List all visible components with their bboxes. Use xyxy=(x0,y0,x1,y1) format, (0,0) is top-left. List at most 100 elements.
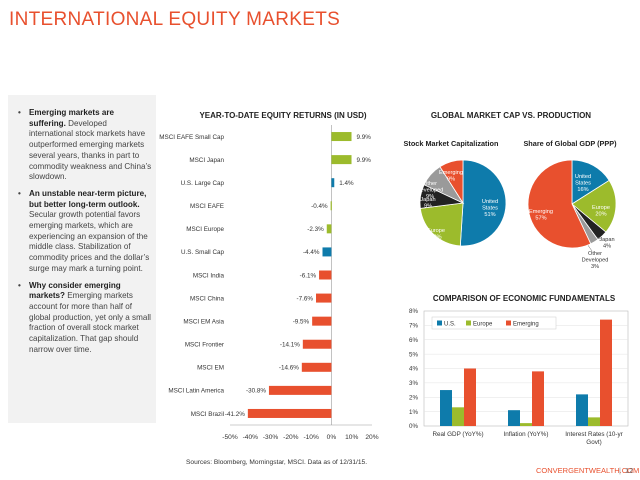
slice-name-label: States xyxy=(482,206,498,212)
data-label: -14.1% xyxy=(280,342,300,349)
legend-swatch xyxy=(506,320,511,326)
pie-slice xyxy=(571,179,617,233)
slice-name-label: Japan xyxy=(420,197,435,203)
bar xyxy=(268,385,332,395)
bullet-dot: • xyxy=(18,188,21,198)
bar xyxy=(319,270,332,280)
chart-title: YEAR-TO-DATE EQUITY RETURNS (IN USD) xyxy=(199,111,366,120)
category-label: Real GDP (YoY%) xyxy=(432,431,483,438)
slice-name-label: States xyxy=(575,181,591,187)
data-label: 9.9% xyxy=(357,134,372,141)
slice-value-label: 16% xyxy=(577,187,588,193)
bar xyxy=(452,407,464,426)
bar xyxy=(440,390,452,426)
slice-value-label: 22% xyxy=(430,235,441,241)
bullet-heading: Emerging markets are suffering. xyxy=(29,108,115,128)
category-label: MSCI Japan xyxy=(189,157,224,164)
pie-slice xyxy=(419,202,464,247)
category-label: MSCI India xyxy=(193,272,225,279)
bullet-item: • Emerging markets are suffering. Develo… xyxy=(18,108,152,183)
data-label: -0.4% xyxy=(311,203,328,210)
legend-label: Emerging xyxy=(513,322,539,328)
bar xyxy=(331,132,352,142)
pie-slice xyxy=(527,159,592,249)
x-tick-label: 20% xyxy=(365,434,378,441)
bullet-heading: An unstable near-term picture, but bette… xyxy=(29,188,147,209)
slice-name-label: United xyxy=(575,174,591,180)
slice-name-label: Europe xyxy=(427,228,445,234)
y-tick-label: 6% xyxy=(409,337,418,344)
x-tick-label: -30% xyxy=(263,434,279,441)
data-label: 1.4% xyxy=(339,180,354,187)
bar xyxy=(464,368,476,426)
data-label: -4.4% xyxy=(303,249,320,256)
slice-value-label: 9% xyxy=(447,177,455,183)
bar xyxy=(247,408,332,418)
category-label: MSCI EAFE Small Cap xyxy=(159,134,224,141)
sidebar-panel xyxy=(8,95,156,423)
bullet-text: Emerging markets account for more than h… xyxy=(29,291,151,354)
slice-value-label: 57% xyxy=(535,216,546,222)
data-label: -6.1% xyxy=(300,272,317,279)
category-label: MSCI EAFE xyxy=(190,203,224,210)
bullet-dot: • xyxy=(18,280,21,290)
slice-value-label: 9% xyxy=(424,204,432,210)
bar xyxy=(331,155,352,165)
category-label: MSCI Latin America xyxy=(168,388,224,395)
bar xyxy=(316,293,332,303)
slice-value-label: 51% xyxy=(484,212,495,218)
x-tick-label: -10% xyxy=(303,434,319,441)
legend-swatch xyxy=(466,320,471,326)
slice-name-label: Developed xyxy=(582,258,609,264)
x-tick-label: 10% xyxy=(345,434,358,441)
category-label: MSCI Brazil xyxy=(191,411,224,418)
legend-label: U.S. xyxy=(444,322,456,328)
category-label: U.S. Large Cap xyxy=(181,180,225,187)
bar xyxy=(326,224,332,234)
bullet-item: • An unstable near-term picture, but bet… xyxy=(18,189,152,275)
bar xyxy=(520,423,532,426)
bar xyxy=(532,371,544,426)
y-tick-label: 3% xyxy=(409,380,418,387)
bar xyxy=(322,247,332,257)
slice-name-label: Japan xyxy=(599,237,614,243)
y-tick-label: 8% xyxy=(409,308,418,315)
data-label: -30.8% xyxy=(246,388,266,395)
legend-swatch xyxy=(437,320,442,326)
category-label: MSCI Europe xyxy=(186,226,224,233)
bullet-dot: • xyxy=(18,108,21,117)
bullet-heading: Why consider emerging markets? xyxy=(29,280,121,301)
slice-name-label: Emerging xyxy=(439,170,463,176)
category-label: Govt) xyxy=(586,439,601,446)
pie-title: Stock Market Capitalization xyxy=(404,139,499,148)
category-label: Interest Rates (10-yr xyxy=(565,431,622,438)
data-label: -9.5% xyxy=(293,318,310,325)
data-label: -14.6% xyxy=(279,365,299,372)
category-label: MSCI China xyxy=(190,295,224,302)
y-tick-label: 0% xyxy=(409,423,418,430)
category-label: MSCI EM xyxy=(197,365,224,372)
y-tick-label: 1% xyxy=(409,409,418,416)
bullet-text: Developed international stock markets ha… xyxy=(29,118,152,182)
category-label: Inflation (YoY%) xyxy=(504,431,549,438)
legend-box xyxy=(431,316,557,330)
data-label: -2.3% xyxy=(307,226,324,233)
source-note: Sources: Bloomberg, Morningstar, MSCI. D… xyxy=(186,459,368,466)
y-tick-label: 2% xyxy=(409,394,418,401)
footer-separator: | xyxy=(619,466,621,475)
data-label: 9.9% xyxy=(357,157,372,164)
slice-value-label: 9% xyxy=(426,194,434,200)
slice-value-label: 3% xyxy=(591,264,599,270)
y-tick-label: 7% xyxy=(409,323,418,330)
bar xyxy=(301,362,332,372)
slice-name-label: Developed xyxy=(417,188,444,194)
bar xyxy=(588,417,600,426)
chart-group-title: GLOBAL MARKET CAP VS. PRODUCTION xyxy=(431,111,591,120)
slice-value-label: 4% xyxy=(603,244,611,250)
pie-slice xyxy=(459,159,507,247)
slice-name-label: Europe xyxy=(592,205,610,211)
bar xyxy=(302,339,332,349)
website-link[interactable]: CONVERGENTWEALTH.COM xyxy=(536,466,640,475)
pie-slice xyxy=(571,159,610,205)
